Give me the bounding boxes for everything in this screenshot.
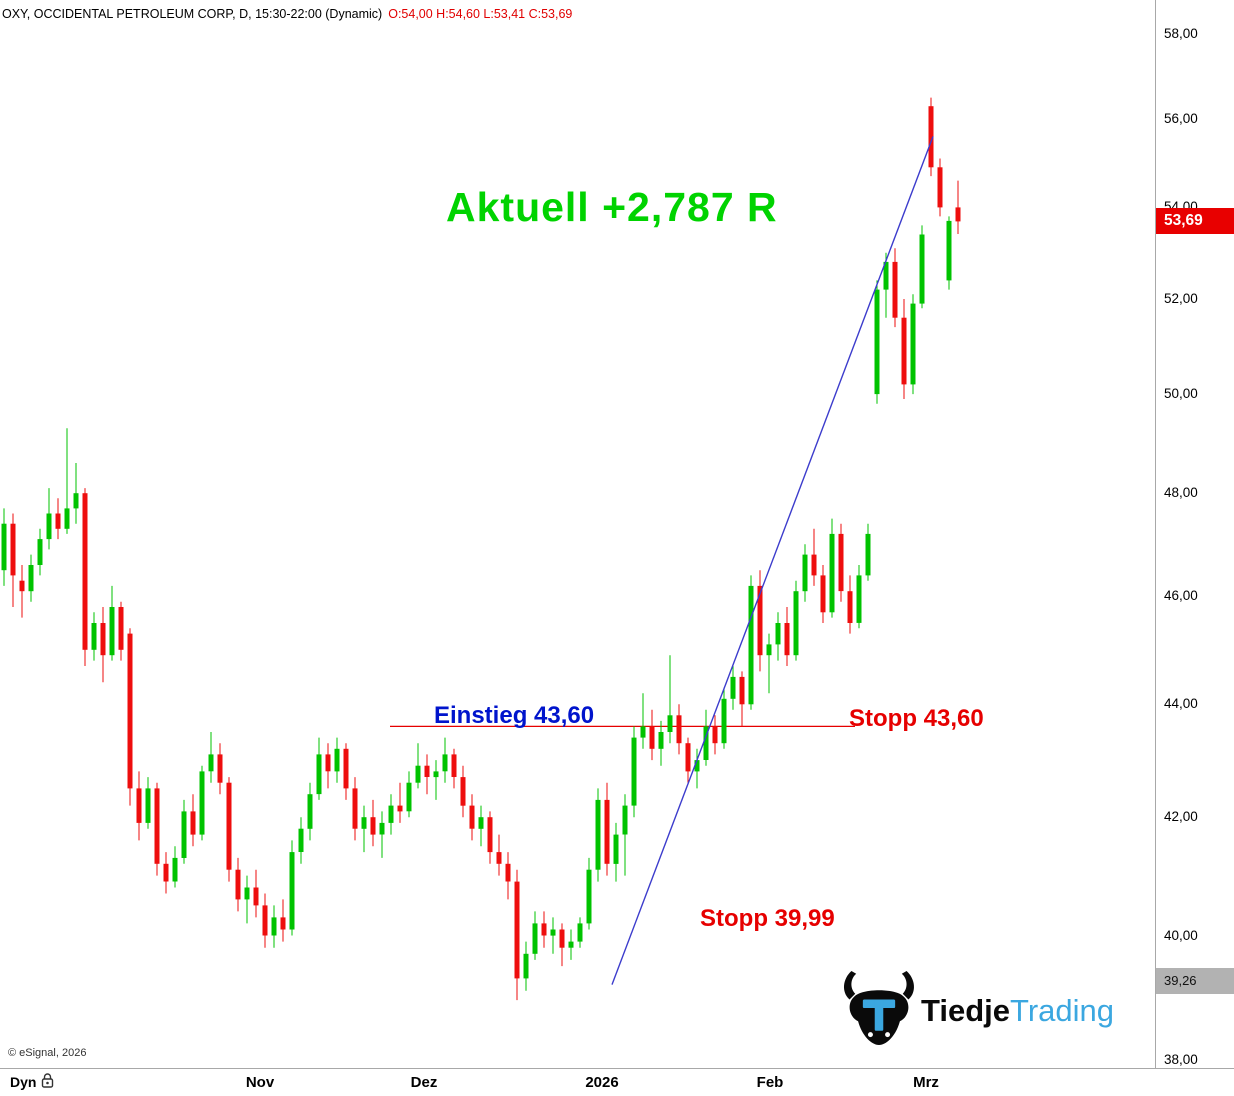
- price-tick-label: 50,00: [1164, 386, 1198, 401]
- entry-annotation[interactable]: Einstieg 43,60: [434, 702, 595, 729]
- price-tick-label: 44,00: [1164, 696, 1198, 711]
- tiedjetrading-logo: TiedjeTrading: [841, 968, 1114, 1053]
- lock-icon[interactable]: [41, 1073, 54, 1091]
- price-tick-label: 46,00: [1164, 588, 1198, 603]
- symbol-title: OXY, OCCIDENTAL PETROLEUM CORP, D, 15:30…: [2, 7, 383, 21]
- price-tick-label: 40,00: [1164, 928, 1198, 943]
- time-axis-label: 2026: [585, 1074, 619, 1091]
- time-axis[interactable]: Dyn Nov Dez 2026 Feb Mrz: [0, 1068, 1234, 1096]
- stop-initial-annotation[interactable]: Stopp 39,99: [700, 905, 835, 932]
- price-tick-label: 52,00: [1164, 291, 1198, 306]
- dyn-label: Dyn: [10, 1074, 37, 1090]
- price-tick-label: 48,00: [1164, 485, 1198, 500]
- esignal-copyright: © eSignal, 2026: [8, 1047, 87, 1059]
- time-axis-label: Nov: [245, 1074, 275, 1091]
- bull-logo-icon: [841, 968, 917, 1053]
- low-price-badge: 39,26: [1156, 968, 1234, 994]
- price-axis[interactable]: 53,69 39,26 58,00 56,00 54,00 52,00 50,00 48,…: [1155, 0, 1234, 1068]
- time-axis-label: Mrz: [913, 1074, 939, 1091]
- trend-line: [611, 136, 934, 985]
- price-tick-label: 56,00: [1164, 111, 1198, 126]
- chart-title-bar: OXY, OCCIDENTAL PETROLEUM CORP, D, 15:30…: [2, 7, 572, 21]
- logo-text-trading: Trading: [1010, 992, 1114, 1028]
- dynamic-mode-toggle[interactable]: Dyn: [10, 1073, 54, 1091]
- last-price-badge: 53,69: [1156, 208, 1234, 234]
- candlestick-chart[interactable]: [0, 0, 1155, 1068]
- logo-text-tiedje: Tiedje: [921, 992, 1011, 1028]
- time-axis-label: Feb: [756, 1074, 784, 1091]
- price-tick-label: 38,00: [1164, 1052, 1198, 1067]
- ohlc-readout: O:54,00 H:54,60 L:53,41 C:53,69: [388, 7, 573, 21]
- price-tick-label: 58,00: [1164, 26, 1198, 41]
- stop-current-annotation[interactable]: Stopp 43,60: [849, 705, 984, 732]
- result-annotation[interactable]: Aktuell +2,787 R: [446, 184, 778, 230]
- price-tick-label: 42,00: [1164, 809, 1198, 824]
- time-axis-label: Dez: [410, 1074, 438, 1091]
